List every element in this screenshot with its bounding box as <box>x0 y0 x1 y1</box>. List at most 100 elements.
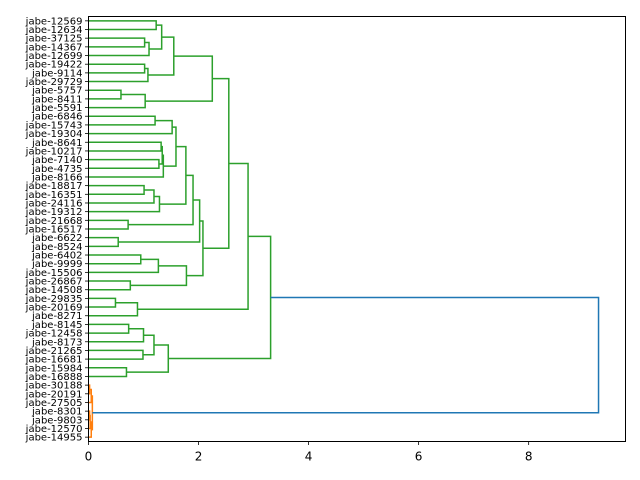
leaf-label: jabe-8166 <box>31 172 82 183</box>
dendrogram-link <box>88 93 146 109</box>
leaf-label: jabe-12699 <box>25 51 83 62</box>
leaf-label: jabe-16517 <box>25 225 83 236</box>
dendrogram-link <box>149 24 163 50</box>
leaf-label: jabe-16681 <box>25 355 83 366</box>
dendrogram-link <box>88 421 93 438</box>
leaf-label: jabe-15506 <box>25 268 83 279</box>
dendrogram-link <box>202 77 230 250</box>
leaf-label: jabe-14955 <box>25 433 83 444</box>
leaf-label: jabe-10217 <box>25 146 83 157</box>
dendrogram-link <box>88 154 165 178</box>
dendrogram-link <box>88 158 160 170</box>
dendrogram-link <box>88 384 91 395</box>
leaf-label: jabe-8145 <box>31 320 82 331</box>
leaf-label: jabe-24116 <box>25 198 83 209</box>
leaf-label: jabe-16351 <box>25 190 83 201</box>
leaf-label: jabe-16888 <box>25 372 83 383</box>
leaf-label: jabe-26867 <box>25 277 83 288</box>
leaf-label: jabe-19312 <box>25 207 83 218</box>
leaf-label: jabe-18817 <box>25 181 83 192</box>
leaf-label: jabe-21668 <box>25 216 83 227</box>
leaf-label: jabe-15743 <box>25 120 83 131</box>
dendrogram-link <box>88 388 93 404</box>
dendrogram-link <box>88 280 132 291</box>
dendrogram-link <box>168 235 272 360</box>
dendrogram-link <box>88 67 149 83</box>
dendrogram-link <box>92 296 600 414</box>
leaf-label: jabe-12458 <box>25 329 83 340</box>
dendrogram-link <box>118 199 201 243</box>
dendrogram-link <box>186 220 204 277</box>
dendrogram-links <box>88 20 600 438</box>
dendrogram-link <box>158 145 163 165</box>
leaf-label: jabe-8173 <box>31 337 82 348</box>
dendrogram-link <box>88 219 129 230</box>
x-tick-label: 2 <box>195 450 203 464</box>
leaf-labels: jabe-12569jabe-12634jabe-37125jabe-14367… <box>25 16 89 444</box>
leaf-label: jabe-6622 <box>31 233 82 244</box>
leaf-label: jabe-21265 <box>25 346 83 357</box>
dendrogram-link <box>88 254 142 265</box>
leaf-label: jabe-14367 <box>25 42 83 53</box>
dendrogram-link <box>88 184 145 196</box>
leaf-label: jabe-5757 <box>31 86 82 97</box>
x-tick-label: 4 <box>305 450 313 464</box>
dendrogram-link <box>145 55 214 102</box>
dendrogram-link <box>159 145 187 205</box>
leaf-label: jabe-37125 <box>25 34 83 45</box>
leaf-label: jabe-20191 <box>25 389 83 400</box>
axes-frame <box>88 16 626 442</box>
dendrogram-link <box>88 89 122 100</box>
leaf-label: jabe-8411 <box>31 94 82 105</box>
dendrogram-link <box>88 119 173 135</box>
leaf-label: jabe-8641 <box>31 138 82 149</box>
dendrogram-link <box>88 141 162 152</box>
dendrogram-link <box>88 367 128 378</box>
dendrogram-link <box>88 327 145 343</box>
leaf-label: jabe-6402 <box>31 251 82 262</box>
leaf-label: jabe-19422 <box>25 60 83 71</box>
dendrogram-link <box>142 334 155 356</box>
leaf-label: jabe-29729 <box>25 77 83 88</box>
dendrogram-link <box>88 63 146 74</box>
leaf-label: jabe-9999 <box>31 259 82 270</box>
dendrogram-link <box>128 174 194 226</box>
dendrogram-link <box>88 37 146 48</box>
leaf-label: jabe-27505 <box>25 398 83 409</box>
dendrogram-link <box>88 20 157 31</box>
x-tick-label: 0 <box>85 450 93 464</box>
x-tick-label: 6 <box>415 450 423 464</box>
leaf-label: jabe-8301 <box>31 407 82 418</box>
leaf-label: jabe-6846 <box>31 112 82 123</box>
leaf-label: jabe-14508 <box>25 285 83 296</box>
dendrogram-link <box>147 36 175 76</box>
dendrogram-link <box>88 297 117 308</box>
dendrogram-link <box>88 41 150 57</box>
leaf-label: jabe-7140 <box>31 155 82 166</box>
leaf-label: jabe-9114 <box>31 68 82 79</box>
leaf-label: jabe-12569 <box>25 16 83 27</box>
dendrogram-link <box>88 410 91 421</box>
leaf-label: jabe-5591 <box>31 103 82 114</box>
dendrogram-link <box>88 258 160 274</box>
dendrogram-link <box>88 236 119 248</box>
leaf-label: jabe-29835 <box>25 294 83 305</box>
dendrogram-link <box>88 301 139 317</box>
leaf-label: jabe-4735 <box>31 164 82 175</box>
dendrogram-link <box>88 323 130 334</box>
dendrogram-link <box>137 162 249 310</box>
leaf-label: jabe-8271 <box>31 311 82 322</box>
leaf-label: jabe-9803 <box>31 415 82 426</box>
leaf-label: jabe-8524 <box>31 242 82 253</box>
dendrogram-link <box>88 349 144 360</box>
dendrogram-link <box>88 195 161 213</box>
leaf-label: jabe-30188 <box>25 381 83 392</box>
leaf-label: jabe-15984 <box>25 363 83 374</box>
dendrogram-link <box>88 414 91 430</box>
leaf-label: jabe-12570 <box>25 424 83 435</box>
leaf-label: jabe-20169 <box>25 303 83 314</box>
dendrogram-link <box>88 115 156 126</box>
x-axis-ticks: 0 2 4 6 8 <box>85 441 532 464</box>
dendrogram-link <box>130 265 188 287</box>
